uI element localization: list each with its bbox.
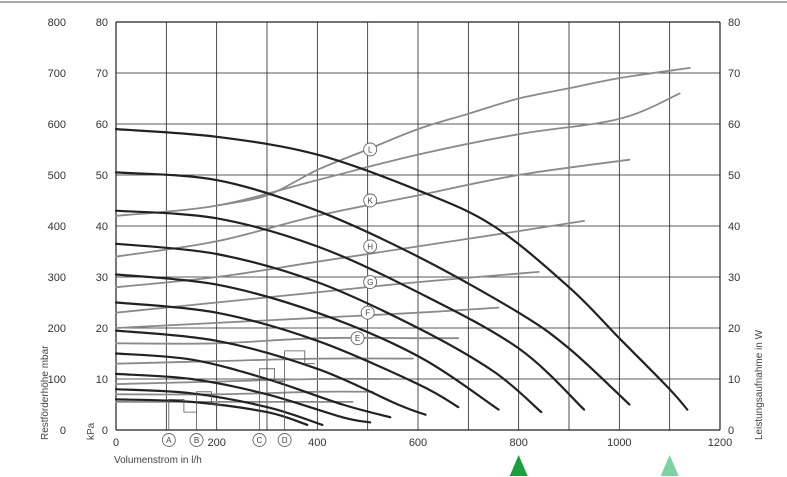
marker-text: A <box>166 436 172 445</box>
x-tick: 1200 <box>708 437 732 449</box>
y-tick-kpa: 0 <box>102 425 108 437</box>
marker-bracket <box>196 391 222 430</box>
curve-label-text: E <box>355 334 360 343</box>
pump-curve <box>114 128 689 411</box>
pump-curve <box>114 209 586 411</box>
x-tick: 1000 <box>607 437 631 449</box>
marker-circle <box>161 433 176 447</box>
power-curve <box>115 271 540 314</box>
power-curve <box>115 220 585 289</box>
power-curve <box>115 336 460 345</box>
curve-label-circle <box>350 331 365 346</box>
curve-label-text: H <box>367 242 373 251</box>
curve-label-text: L <box>368 146 373 155</box>
pump-curve <box>114 242 543 414</box>
x-tick: 200 <box>207 437 225 449</box>
y-tick-mbar: 500 <box>48 170 66 182</box>
curve-label-text: G <box>367 278 373 287</box>
y-tick-w: 0 <box>728 425 734 437</box>
y-tick-mbar: 300 <box>48 272 66 284</box>
y-axis-label-left: Restförderhöhe mbar <box>40 345 51 440</box>
y-tick-kpa: 10 <box>96 374 108 386</box>
tick-labels: 0100200300400500600700800010203040506070… <box>48 17 741 449</box>
pump-curve <box>114 329 427 416</box>
curve-label-circle <box>363 275 378 290</box>
arrow-up-icon <box>509 455 528 476</box>
x-axis-label: Volumenstrom in l/h <box>114 455 202 466</box>
power-curve <box>115 357 414 365</box>
bottom-markers: A B C D <box>161 350 315 447</box>
y-tick-w: 20 <box>728 323 740 335</box>
marker-bracket <box>284 350 315 430</box>
y-tick-kpa: 40 <box>96 221 108 233</box>
pump-curve <box>114 171 631 406</box>
curve-label-circle <box>363 142 378 157</box>
power-curve <box>115 306 500 329</box>
y-tick-kpa: 50 <box>96 170 108 182</box>
y-tick-w: 70 <box>728 68 740 80</box>
pump-curve <box>114 273 500 411</box>
curve-labels: L K H G F E <box>350 142 378 346</box>
x-tick: 400 <box>308 437 326 449</box>
arrows <box>509 455 679 476</box>
y-tick-kpa: 70 <box>96 68 108 80</box>
y-tick-w: 50 <box>728 170 740 182</box>
y-tick-mbar: 800 <box>48 17 66 29</box>
y-tick-w: 10 <box>728 374 740 386</box>
y-tick-kpa: 80 <box>96 17 108 29</box>
y-tick-kpa: 30 <box>96 272 108 284</box>
pump-curve <box>114 398 309 426</box>
power-curve <box>115 92 681 217</box>
y-tick-w: 40 <box>728 221 740 233</box>
marker-text: D <box>282 436 288 445</box>
marker-circle <box>252 433 267 447</box>
x-tick: 600 <box>409 437 427 449</box>
marker-text: B <box>194 436 199 445</box>
y-tick-mbar: 0 <box>60 425 66 437</box>
marker-bracket <box>168 399 197 430</box>
y-tick-kpa: 60 <box>96 119 108 131</box>
marker-circle <box>277 433 292 447</box>
y-tick-mbar: 400 <box>48 221 66 233</box>
power-curves <box>115 67 691 403</box>
y-tick-kpa: 20 <box>96 323 108 335</box>
y-tick-mbar: 600 <box>48 119 66 131</box>
pump-curve <box>114 301 460 409</box>
power-curve <box>115 390 374 396</box>
y-tick-w: 80 <box>728 17 740 29</box>
marker-circle <box>189 433 204 447</box>
pump-curve <box>114 388 324 426</box>
pump-curve <box>114 352 392 419</box>
y-axis-label-right: Leistungsaufnahme in W <box>754 329 765 440</box>
x-tick: 0 <box>113 437 119 449</box>
y-tick-mbar: 700 <box>48 68 66 80</box>
pump-curves <box>114 128 689 426</box>
marker-bracket <box>259 368 285 430</box>
curve-label-circle <box>363 193 378 208</box>
marker-text: C <box>257 436 263 445</box>
y-axis-label-kpa: kPa <box>86 422 97 440</box>
y-tick-w: 60 <box>728 119 740 131</box>
y-tick-mbar: 200 <box>48 323 66 335</box>
curve-label-text: K <box>368 197 374 206</box>
arrow-up-icon <box>660 455 679 476</box>
y-tick-mbar: 100 <box>48 374 66 386</box>
x-tick: 800 <box>509 437 527 449</box>
curve-label-circle <box>360 305 375 320</box>
curve-label-circle <box>363 239 378 254</box>
y-tick-w: 30 <box>728 272 740 284</box>
curve-label-text: F <box>365 309 370 318</box>
grid <box>115 21 721 431</box>
power-curve <box>215 67 691 207</box>
pump-curve <box>114 372 372 424</box>
